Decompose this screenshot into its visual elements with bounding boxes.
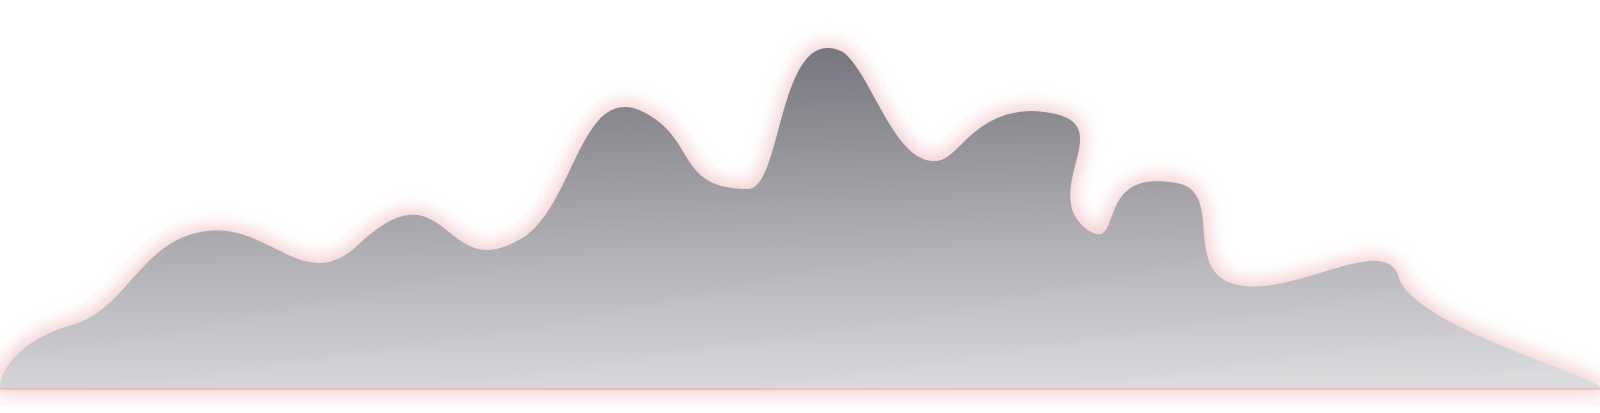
silhouette-body [0, 47, 1600, 389]
